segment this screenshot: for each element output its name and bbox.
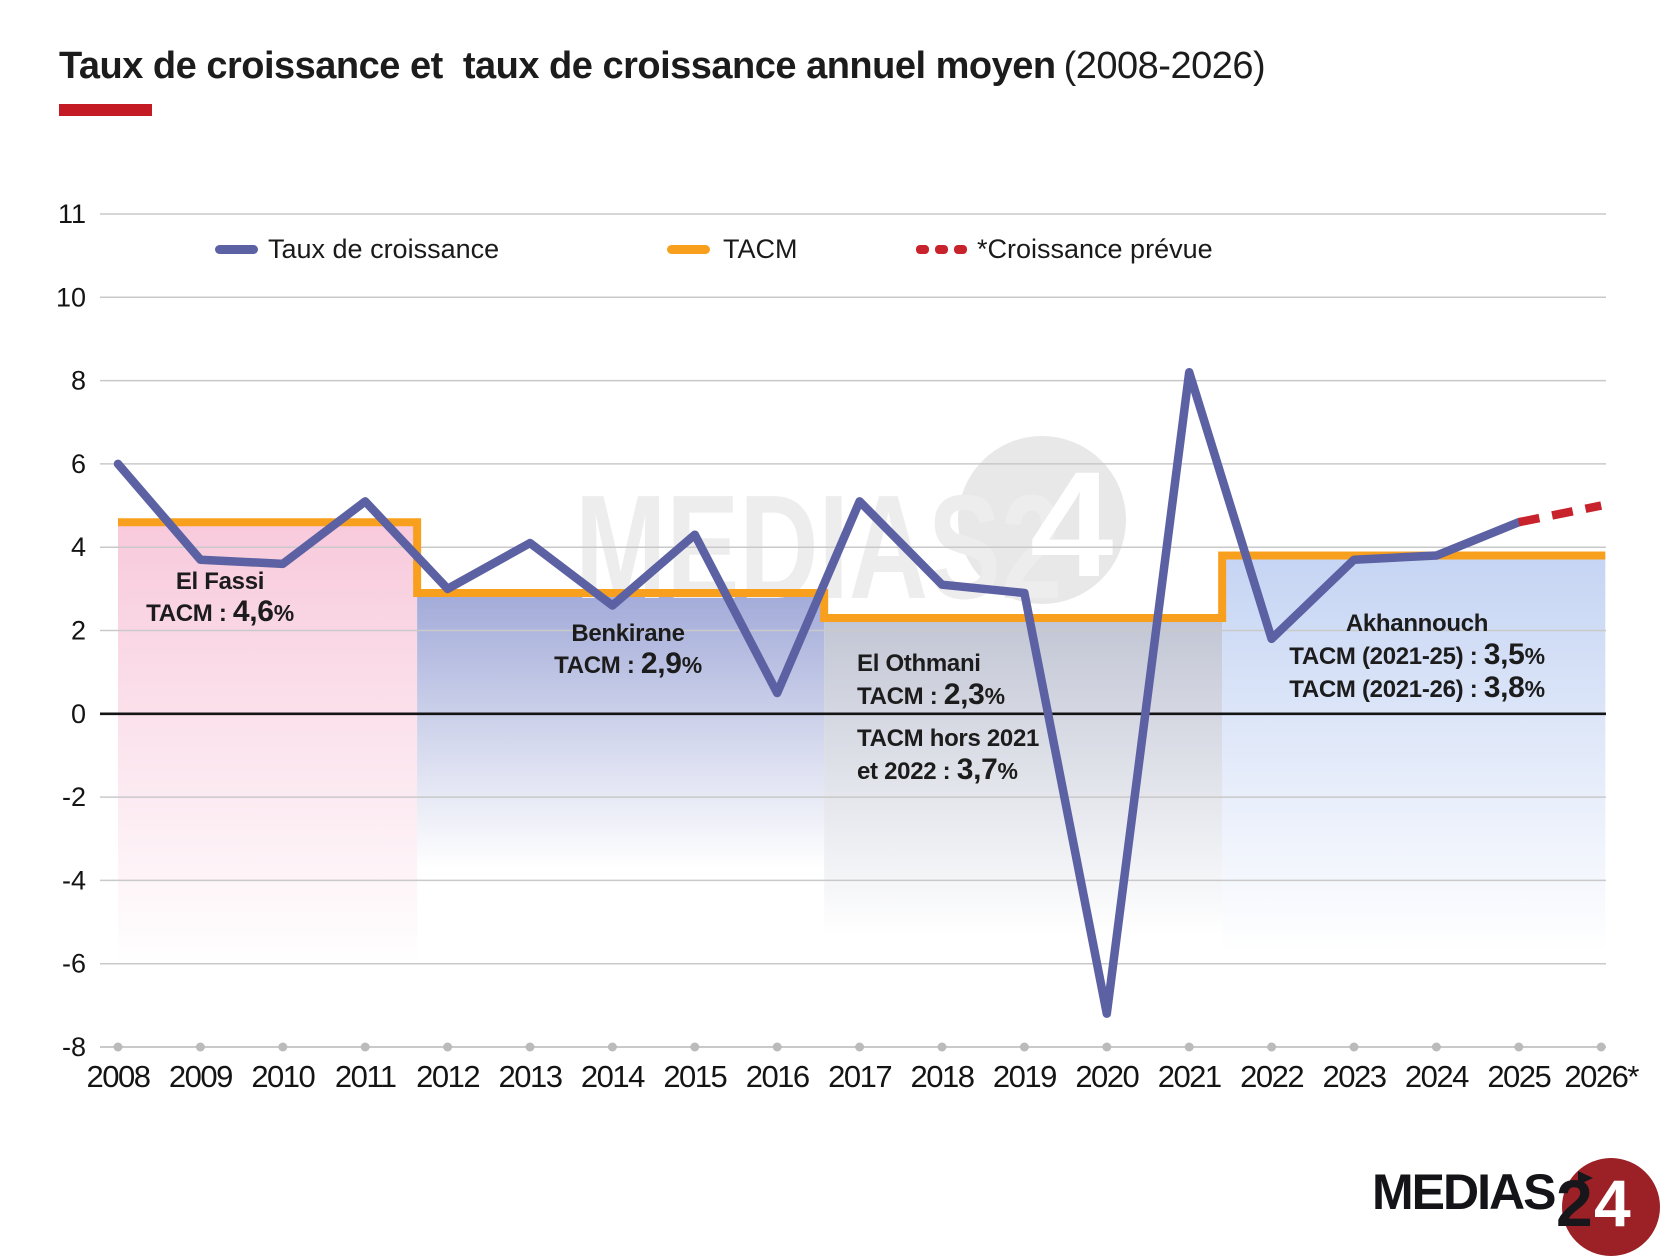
x-tick-label: 2025 [1487,1059,1550,1094]
watermark-circle [958,436,1126,604]
y-tick-label: -6 [62,949,86,979]
title-main: Taux de croissance et taux de croissance… [59,45,1056,87]
tacm-step-line [118,518,1606,623]
x-tick-label: 2015 [663,1059,726,1094]
dash-segment [935,245,948,254]
legend-swatch-forecast-dashed [916,245,967,254]
y-tick-label: -4 [62,865,86,895]
header: Taux de croissance et taux de croissance… [59,42,1266,116]
tacm-value-line: TACM : 2,9% [554,647,702,680]
annotation-el-fassi: El Fassi TACM : 4,6% [120,567,320,629]
axis-dot [443,1042,453,1052]
tacm-value-line-2: TACM (2021-26) : 3,8% [1289,671,1545,704]
x-tick-label: 2018 [911,1059,974,1094]
government-name: Akhannouch [1345,610,1489,637]
axis-dot [1431,1042,1441,1052]
legend-swatch-growth-line [215,245,258,254]
axis-dot [772,1042,782,1052]
y-tick-label: 10 [56,282,86,312]
x-tick-label: 2013 [499,1059,562,1094]
medias24-logo: MEDIAS 2 4 [1372,1153,1667,1256]
annotation-benkirane: Benkirane TACM : 2,9% [528,619,728,681]
legend-label-growth: Taux de croissance [268,234,500,264]
axis-dot [855,1042,865,1052]
y-tick-label: 0 [71,699,86,729]
annotation-akhannouch: Akhannouch TACM (2021-25) : 3,5% TACM (2… [1266,608,1568,705]
dash-segment [916,245,929,254]
x-tick-label: 2023 [1323,1059,1386,1094]
logo-wordmark: MEDIAS [1372,1164,1556,1220]
title-period: (2008-2026) [1063,45,1266,87]
axis-dot [1019,1042,1029,1052]
axis-dot [1514,1042,1524,1052]
x-tick-label: 2011 [335,1059,396,1094]
tacm-note-line2: et 2022 : 3,7% [857,753,1018,786]
logo-arrow-icon [1578,1171,1593,1185]
title-underline [59,104,152,116]
y-tick-label: 4 [71,532,86,562]
axis-dot [937,1042,947,1052]
x-tick-label: 2012 [416,1059,479,1094]
x-tick-label: 2020 [1075,1059,1139,1094]
axis-dot [278,1042,288,1052]
axis-dot [113,1042,123,1052]
annotation-el-othmani-hors-2021: TACM hors 2021 et 2022 : 3,7% [857,723,1039,787]
tacm-value-line: TACM : 2,3% [857,678,1005,711]
tacm-note-line1: TACM hors 2021 [857,725,1040,752]
logo-digit-2: 2 [1556,1166,1593,1240]
growth-line [113,368,1524,1018]
region-benkirane [417,593,825,868]
legend-label-forecast: *Croissance prévue [977,234,1213,264]
page-title: Taux de croissance et taux de croissance… [59,42,1266,90]
government-name: El Fassi [175,568,265,595]
tacm-value-line-1: TACM (2021-25) : 3,5% [1289,638,1545,671]
axis-dot [1102,1042,1112,1052]
x-tick-label: 2022 [1240,1059,1303,1094]
x-tick-label: 2024 [1405,1059,1469,1094]
x-tick-label: 2019 [993,1059,1056,1094]
axis-dot [1184,1042,1194,1052]
axis-dot [1596,1042,1606,1052]
x-tick-label: 2017 [828,1059,891,1094]
y-tick-label: -2 [62,782,86,812]
x-tick-label: 2010 [251,1059,315,1094]
axis-dot [1267,1042,1277,1052]
dash-segment [954,245,967,254]
logo-digit-4: 4 [1594,1166,1631,1240]
watermark-digit: 4 [1030,440,1113,608]
legend-label-tacm: TACM [723,234,798,264]
y-tick-label: 8 [71,366,86,396]
axis-dot [1349,1042,1359,1052]
x-tick-label: 2021 [1158,1059,1221,1094]
x-tick-label: 2009 [169,1059,232,1094]
government-name: Benkirane [571,620,685,647]
x-tick-label: 2008 [87,1059,150,1094]
axis-dot [607,1042,617,1052]
y-tick-label: 11 [58,199,86,229]
legend-swatch-tacm [667,245,710,254]
x-tick-label: 2016 [746,1059,809,1094]
x-tick-label: 2014 [581,1059,645,1094]
axis-dot [525,1042,535,1052]
government-name: El Othmani [857,650,981,677]
x-tick-label: 2026* [1564,1059,1639,1094]
axis-dot [690,1042,700,1052]
annotation-el-othmani: El Othmani TACM : 2,3% [857,648,1005,712]
axis-dot [360,1042,370,1052]
axis-dot [195,1042,205,1052]
forecast-dashed-line [1517,501,1603,527]
region-el-othmani [824,618,1223,935]
tacm-value-line: TACM : 4,6% [146,595,294,628]
y-tick-label: 6 [71,449,86,479]
y-tick-label: 2 [71,616,86,646]
region-el-fassi [118,522,418,965]
y-tick-label: -8 [62,1032,86,1062]
